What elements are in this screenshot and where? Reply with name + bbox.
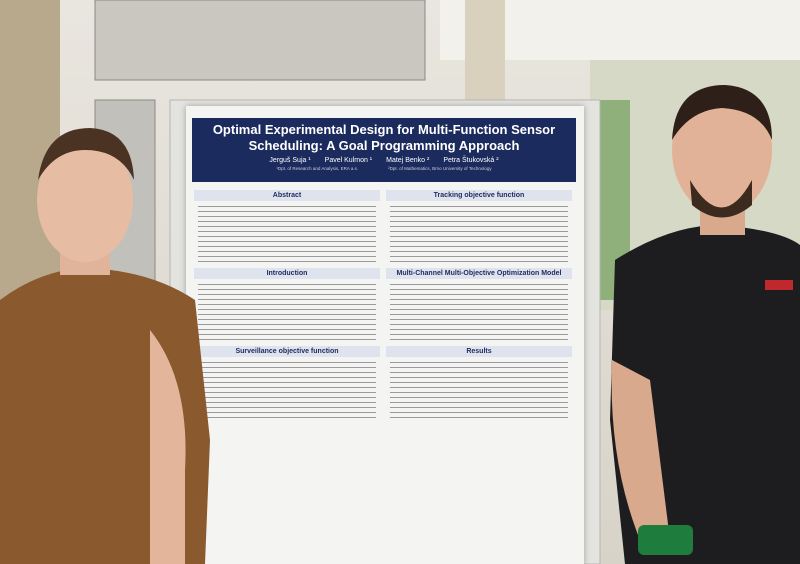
right-person-head [672, 85, 772, 215]
author: Jerguš Suja ¹ [269, 157, 311, 164]
author-list: Jerguš Suja ¹ Pavel Kulmon ¹ Matej Benko ²… [192, 157, 576, 164]
affiliation: ²Dpt. of Mathematics, Brno University of… [388, 166, 492, 171]
left-person-head [37, 138, 133, 262]
poster-header: Optimal Experimental Design for Multi-Fu… [192, 118, 576, 182]
body-text [198, 282, 376, 342]
section-heading: Tracking objective function [386, 190, 572, 201]
author: Matej Benko ² [386, 157, 430, 164]
poster-title: Optimal Experimental Design for Multi-Fu… [212, 122, 556, 153]
body-text [390, 282, 568, 342]
body-text [198, 360, 376, 420]
section-heading: Introduction [194, 268, 380, 279]
poster: Optimal Experimental Design for Multi-Fu… [186, 106, 584, 564]
author: Petra Štukovská ² [443, 157, 499, 164]
section-heading: Surveillance objective function [194, 346, 380, 357]
body-text [390, 204, 568, 264]
affiliation-list: ¹Dpt. of Research and Analysis, ERA a.s.… [192, 166, 576, 171]
author: Pavel Kulmon ¹ [324, 157, 373, 164]
affiliation: ¹Dpt. of Research and Analysis, ERA a.s. [276, 166, 359, 171]
right-column: Tracking objective function Multi-Channel… [386, 186, 572, 564]
body-text [198, 204, 376, 264]
section-heading: Results [386, 346, 572, 357]
section-heading: Abstract [194, 190, 380, 201]
section-heading: Multi-Channel Multi-Objective Optimizati… [386, 268, 572, 279]
body-text [390, 360, 568, 420]
left-column: Abstract Introduction Surveillance objecti… [194, 186, 380, 564]
